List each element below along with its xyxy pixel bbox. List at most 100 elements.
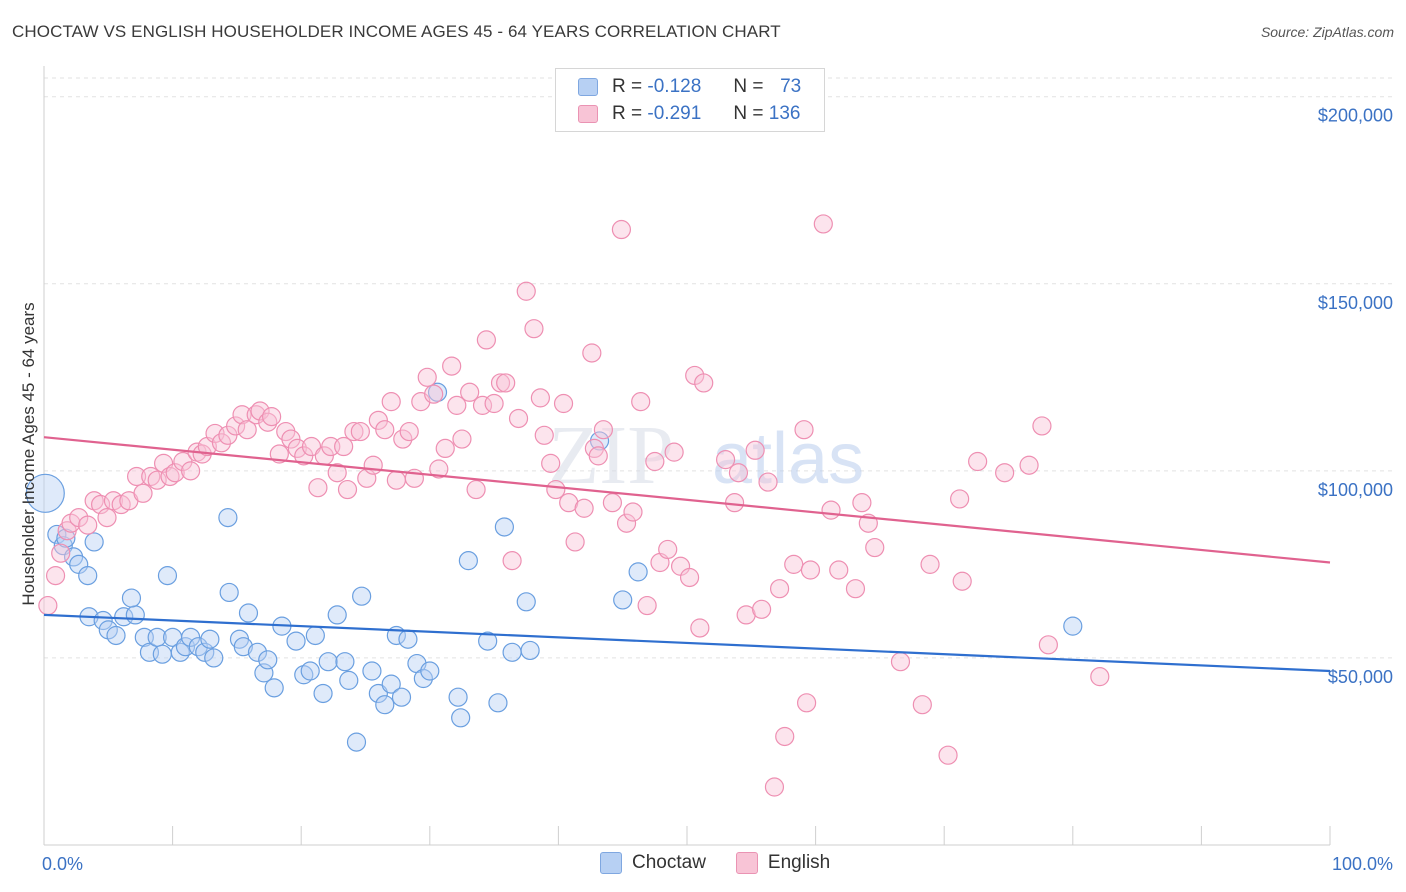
english-point bbox=[664, 442, 684, 462]
choctaw-point bbox=[488, 693, 508, 713]
english-point bbox=[246, 405, 266, 425]
english-point bbox=[968, 451, 988, 472]
choctaw-point bbox=[398, 629, 418, 649]
data-points bbox=[25, 214, 1110, 797]
choctaw-point bbox=[327, 605, 347, 625]
english-point bbox=[645, 451, 665, 472]
english-point bbox=[724, 493, 745, 513]
choctaw-point bbox=[264, 678, 284, 698]
choctaw-point bbox=[420, 661, 440, 681]
trend-lines bbox=[43, 436, 1331, 673]
english-point bbox=[602, 493, 623, 513]
english-point bbox=[375, 420, 395, 440]
choctaw-point bbox=[494, 517, 514, 537]
english-point bbox=[574, 498, 594, 518]
english-point bbox=[508, 408, 529, 429]
english-point bbox=[658, 539, 678, 560]
english-point bbox=[611, 219, 632, 240]
english-point bbox=[1090, 667, 1110, 687]
choctaw-point bbox=[125, 605, 145, 625]
choctaw-point bbox=[448, 687, 468, 707]
english-point bbox=[775, 726, 795, 747]
choctaw-point bbox=[106, 625, 126, 646]
english-point bbox=[490, 373, 511, 393]
choctaw-point bbox=[84, 532, 104, 552]
choctaw-point bbox=[628, 562, 648, 582]
legend-item-choctaw: Choctaw bbox=[600, 852, 706, 874]
choctaw-point bbox=[458, 551, 478, 571]
english-point bbox=[690, 618, 710, 638]
english-point bbox=[623, 502, 643, 522]
english-point bbox=[327, 463, 347, 483]
english-point bbox=[751, 599, 772, 619]
english-point bbox=[38, 595, 58, 616]
english-point bbox=[865, 537, 885, 558]
english-point bbox=[800, 560, 821, 580]
choctaw-point bbox=[346, 732, 367, 752]
axis-labels: $50,000 $100,000 $150,000 $200,000 0.0% 100.0… bbox=[42, 106, 1393, 874]
y-tick-label: $200,000 bbox=[1318, 106, 1393, 126]
choctaw-point bbox=[305, 625, 325, 646]
english-point bbox=[460, 382, 480, 402]
choctaw-point bbox=[520, 640, 540, 661]
axes bbox=[43, 66, 1331, 846]
english-point bbox=[679, 567, 700, 588]
english-point bbox=[442, 356, 462, 376]
choctaw-point bbox=[313, 683, 333, 704]
choctaw-swatch bbox=[578, 78, 598, 96]
english-point bbox=[97, 508, 117, 528]
english-swatch bbox=[578, 105, 598, 123]
n-label: N = bbox=[733, 76, 764, 97]
choctaw-point bbox=[335, 652, 355, 672]
y-axis-title: Householder Income Ages 45 - 64 years bbox=[19, 302, 38, 605]
r-value: -0.128 bbox=[647, 76, 702, 97]
choctaw-point bbox=[247, 642, 268, 662]
english-point bbox=[764, 777, 785, 797]
english-point bbox=[466, 479, 486, 500]
choctaw-point bbox=[121, 588, 142, 608]
english-point bbox=[211, 433, 232, 453]
choctaw-point bbox=[170, 642, 190, 662]
english-point bbox=[147, 470, 167, 490]
english-point bbox=[447, 395, 467, 415]
n-value: 136 bbox=[768, 103, 801, 124]
legend-row-english: R = -0.291 N = 136 bbox=[578, 102, 800, 126]
english-point bbox=[287, 438, 307, 459]
choctaw-point bbox=[238, 603, 259, 623]
english-point bbox=[728, 463, 749, 483]
english-point bbox=[769, 579, 790, 599]
english-point bbox=[631, 392, 651, 412]
source-credit: Source: ZipAtlas.com bbox=[1260, 24, 1394, 40]
choctaw-point bbox=[368, 683, 388, 704]
english-point bbox=[334, 436, 354, 457]
english-point bbox=[565, 532, 585, 552]
choctaw-point bbox=[375, 695, 395, 715]
english-point bbox=[165, 463, 185, 483]
watermark-atlas: atlas bbox=[712, 419, 864, 499]
english-swatch bbox=[735, 852, 758, 874]
english-point bbox=[476, 330, 496, 350]
english-point bbox=[920, 554, 940, 574]
english-point bbox=[541, 453, 561, 473]
english-point bbox=[429, 459, 449, 479]
choctaw-point bbox=[318, 652, 338, 672]
choctaw-point bbox=[339, 670, 359, 690]
english-point bbox=[1038, 635, 1058, 655]
english-point bbox=[232, 405, 252, 425]
english-point bbox=[226, 416, 246, 436]
english-point bbox=[534, 425, 554, 445]
y-tick-label: $100,000 bbox=[1318, 480, 1393, 500]
english-point bbox=[821, 500, 841, 520]
english-point bbox=[715, 450, 736, 470]
english-point bbox=[938, 745, 958, 765]
english-point bbox=[813, 214, 833, 234]
english-point bbox=[524, 319, 544, 339]
legend-label-english: English bbox=[767, 852, 831, 873]
r-value: -0.291 bbox=[647, 103, 702, 124]
choctaw-point bbox=[93, 610, 113, 631]
english-point bbox=[496, 373, 516, 393]
english-point bbox=[995, 463, 1015, 483]
english-point bbox=[308, 478, 328, 498]
choctaw-point bbox=[391, 687, 412, 707]
